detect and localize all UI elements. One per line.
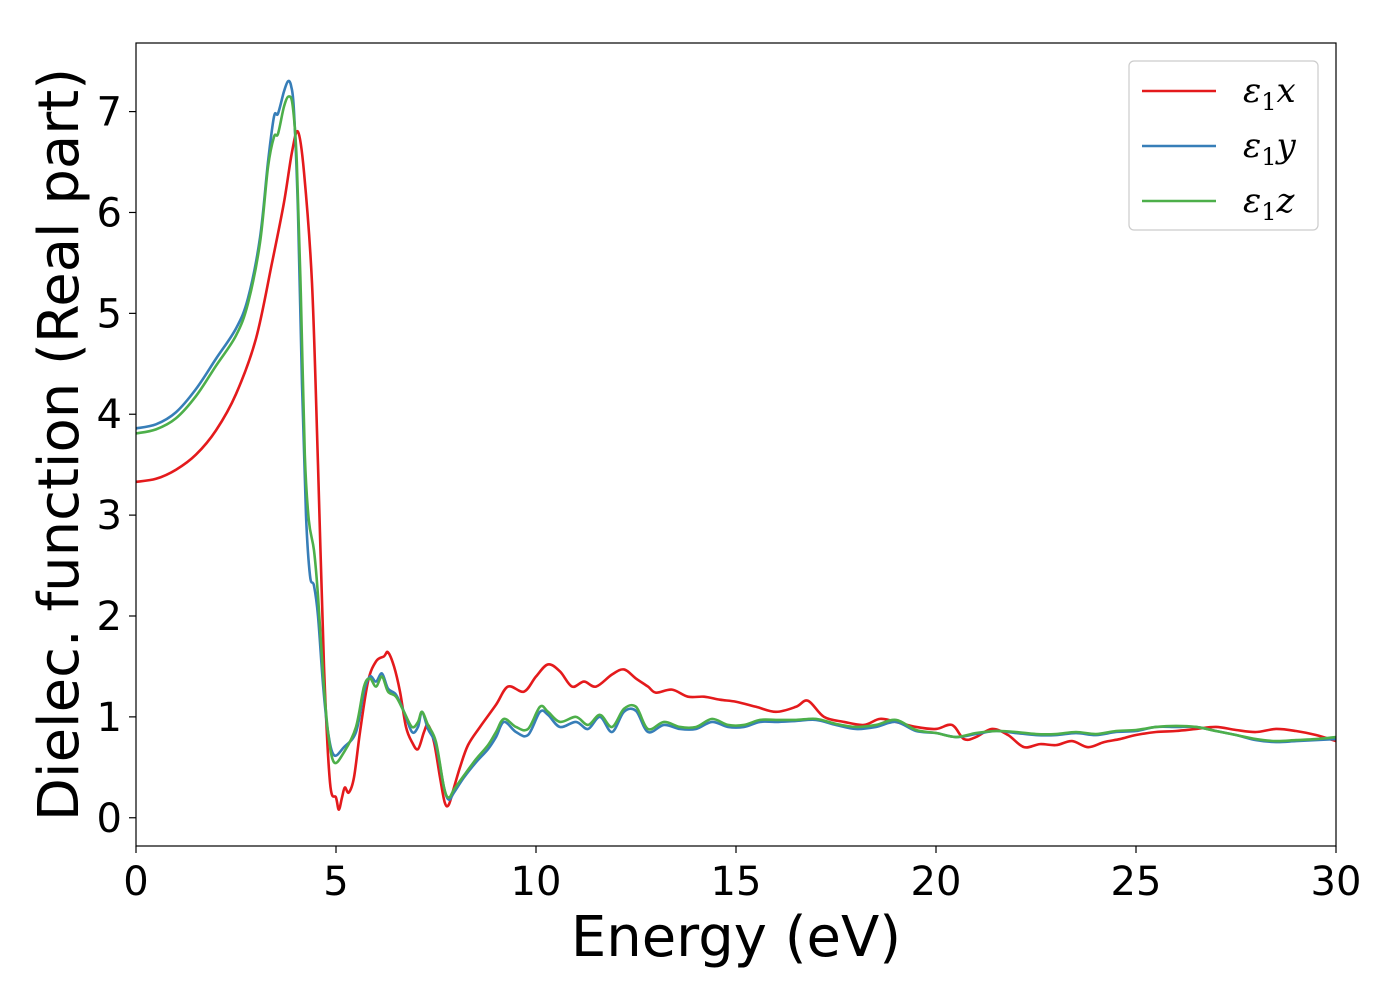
legend-label-z: ε1z — [1243, 181, 1296, 226]
y-axis-label: Dielec. function (Real part) — [27, 68, 92, 821]
legend-label-x: ε1x — [1243, 71, 1296, 116]
legend-label-y: ε1y — [1243, 126, 1297, 171]
x-tick-label: 20 — [911, 859, 962, 905]
y-tick-label: 2 — [97, 594, 122, 640]
x-tick-label: 10 — [511, 859, 562, 905]
y-tick-label: 7 — [97, 90, 122, 136]
x-tick-label: 0 — [123, 859, 148, 905]
series-line-z — [136, 95, 1336, 799]
legend: ε1x ε1y ε1z — [1128, 60, 1319, 231]
x-axis-ticks: 0 5 10 15 20 25 30 — [123, 846, 1361, 905]
y-tick-label: 6 — [97, 190, 122, 236]
x-tick-label: 30 — [1311, 859, 1362, 905]
y-axis-ticks: 0 1 2 3 4 5 6 7 — [97, 90, 136, 842]
legend-box — [1128, 60, 1319, 231]
x-tick-label: 5 — [323, 859, 348, 905]
y-tick-label: 1 — [97, 695, 122, 741]
y-tick-label: 0 — [97, 796, 122, 842]
series-layer — [136, 79, 1336, 811]
x-axis-label: Energy (eV) — [571, 905, 901, 970]
x-tick-label: 15 — [711, 859, 762, 905]
y-tick-label: 3 — [97, 493, 122, 539]
y-tick-label: 4 — [97, 392, 122, 438]
x-tick-label: 25 — [1111, 859, 1162, 905]
y-tick-label: 5 — [97, 291, 122, 337]
